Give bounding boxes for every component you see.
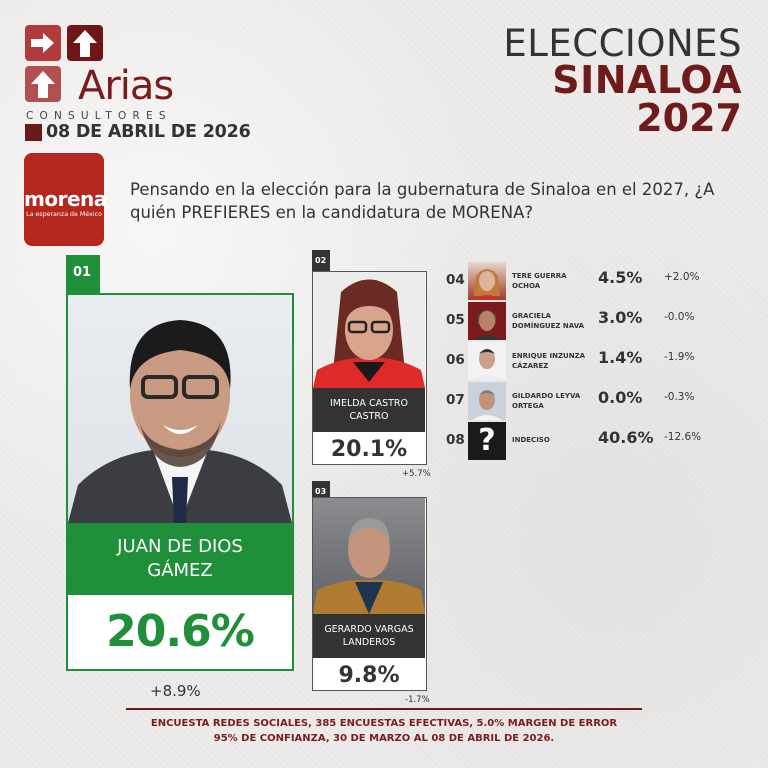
footer-divider (126, 708, 642, 710)
candidate-percent-5: 3.0% (598, 308, 643, 327)
title-elecciones: ELECCIONES (503, 22, 742, 65)
date-marker (25, 124, 42, 141)
logo-arrow-right-icon (25, 25, 61, 61)
candidate-percent-4: 4.5% (598, 268, 643, 287)
candidate-percent-2: 20.1% (330, 437, 408, 462)
candidate-percent-1: 20.6% (106, 606, 255, 657)
title-year: 2027 (636, 96, 742, 140)
candidate-card-3: GERARDO VARGAS LANDEROS 9.8% (312, 497, 427, 691)
candidate-percent-8: 40.6% (598, 428, 654, 447)
survey-question: Pensando en la elección para la gubernat… (130, 180, 715, 222)
publish-date: 08 DE ABRIL DE 2026 (46, 122, 251, 142)
candidate-change-6: -1.9% (664, 351, 695, 363)
candidate-percent-3: 9.8% (338, 663, 400, 688)
candidate-name-2: IMELDA CASTRO CASTRO (313, 388, 425, 432)
candidate-name-4: TERE GUERRA OCHOA (512, 272, 567, 290)
candidate-photo-5 (468, 302, 506, 340)
rank-8: 08 (446, 432, 465, 448)
candidate-card-1: JUAN DE DIOS GÁMEZ 20.6% (66, 293, 294, 671)
candidate-photo-4 (468, 262, 506, 300)
candidate-change-8: -12.6% (664, 431, 702, 443)
candidate-name-1: JUAN DE DIOS GÁMEZ (68, 523, 292, 595)
candidate-photo-1 (68, 295, 292, 523)
candidate-row-5: 05 GRACIELA DOMÍNGUEZ NAVA 3.0% -0.0% (446, 302, 746, 340)
candidate-name-5: GRACIELA DOMÍNGUEZ NAVA (512, 312, 585, 330)
candidate-row-7: 07 GILDARDO LEYVA ORTEGA 0.0% -0.3% (446, 382, 746, 420)
candidate-change-4: +2.0% (664, 271, 700, 283)
logo-arrow-up-light-icon (25, 66, 61, 102)
candidate-name-6: ENRIQUE INZUNZA CÁZAREZ (512, 352, 586, 370)
candidate-photo-3 (313, 498, 425, 614)
candidate-photo-2 (313, 272, 425, 388)
morena-logo: morena La esperanza de México (24, 153, 107, 246)
candidate-name-8: INDECISO (512, 436, 550, 444)
rank-5: 05 (446, 312, 465, 328)
candidate-percent-6: 1.4% (598, 348, 643, 367)
candidate-change-3: -1.7% (405, 695, 430, 705)
candidate-change-2: +5.7% (402, 469, 431, 479)
question-mark-icon: ? (468, 422, 506, 460)
candidate-card-2: IMELDA CASTRO CASTRO 20.1% (312, 271, 427, 465)
candidate-row-6: 06 ENRIQUE INZUNZA CÁZAREZ 1.4% -1.9% (446, 342, 746, 380)
candidate-change-1: +8.9% (150, 682, 201, 700)
candidate-row-8: 08 ? INDECISO 40.6% -12.6% (446, 422, 746, 460)
candidate-name-7: GILDARDO LEYVA ORTEGA (512, 392, 581, 410)
candidate-row-4: 04 TERE GUERRA OCHOA 4.5% +2.0% (446, 262, 746, 300)
title-state: SINALOA (552, 58, 742, 102)
candidate-name-3: GERARDO VARGAS LANDEROS (313, 614, 425, 658)
rank-badge-2: 02 (312, 250, 330, 272)
candidate-photo-7 (468, 382, 506, 420)
logo-arrow-up-icon (67, 25, 103, 61)
morena-wordmark: morena (24, 187, 107, 211)
candidate-photo-6 (468, 342, 506, 380)
rank-7: 07 (446, 392, 465, 408)
candidate-percent-7: 0.0% (598, 388, 643, 407)
candidate-change-5: -0.0% (664, 311, 695, 323)
brand-subtitle: CONSULTORES (26, 110, 172, 122)
morena-tagline: La esperanza de México (26, 211, 102, 218)
candidate-change-7: -0.3% (664, 391, 695, 403)
brand-name: Arias (78, 63, 174, 109)
rank-4: 04 (446, 272, 465, 288)
rank-6: 06 (446, 352, 465, 368)
rank-badge-1: 01 (66, 255, 100, 294)
survey-methodology: ENCUESTA REDES SOCIALES, 385 ENCUESTAS E… (150, 718, 618, 744)
